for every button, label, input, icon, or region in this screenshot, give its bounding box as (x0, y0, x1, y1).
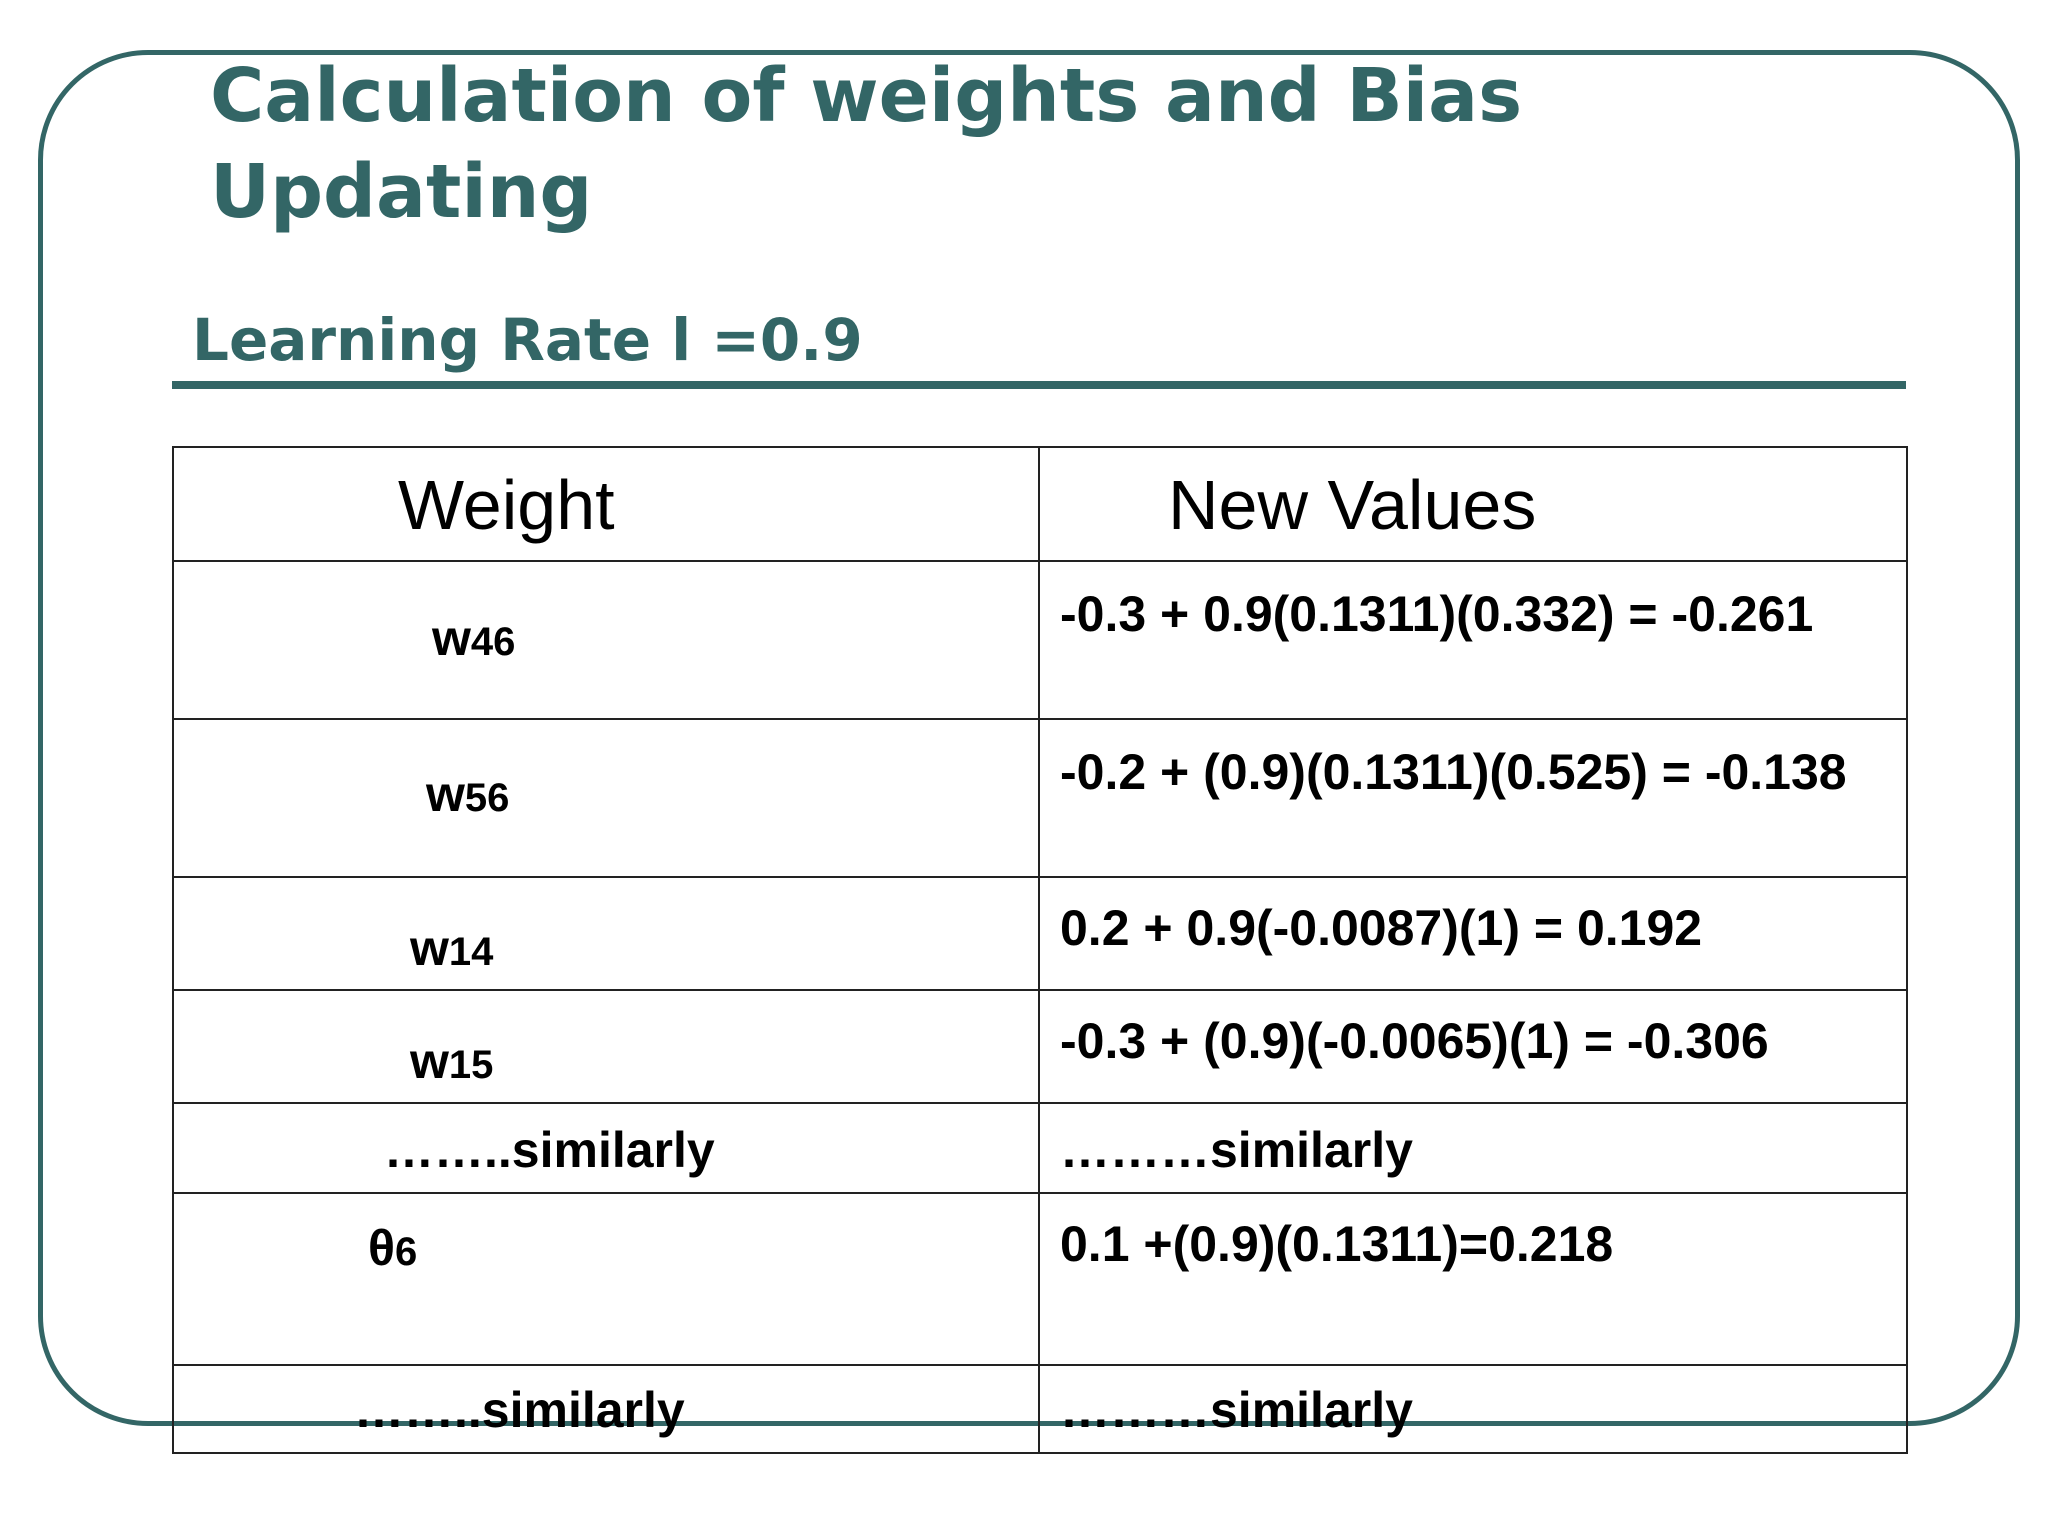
table-row: w56 -0.2 + (0.9)(0.1311)(0.525) = -0.138 (172, 718, 1908, 878)
value-cell: -0.3 + 0.9(0.1311)(0.332) = -0.261 (1038, 560, 1908, 720)
subtitle-underline (172, 381, 1906, 389)
slide-title: Calculation of weights and Bias Updating (210, 53, 1523, 235)
weight-label: ……..similarly (384, 1122, 715, 1178)
weights-table: Weight New Values w46 -0.3 + 0.9(0.1311)… (172, 446, 1908, 1454)
value-cell: ………similarly (1038, 1102, 1908, 1194)
value-cell: ………similarly (1038, 1364, 1908, 1454)
weight-cell: w14 (172, 876, 1040, 991)
weight-label: ……..similarly (354, 1382, 685, 1438)
weight-label: w15 (410, 1033, 494, 1089)
value-cell: -0.2 + (0.9)(0.1311)(0.525) = -0.138 (1038, 718, 1908, 878)
learning-rate-label: Learning Rate l =0.9 (192, 306, 863, 374)
weight-label: θ6 (368, 1220, 418, 1276)
table-row: ……..similarly ………similarly (172, 1102, 1908, 1194)
value-cell: 0.2 + 0.9(-0.0087)(1) = 0.192 (1038, 876, 1908, 991)
weight-cell: w46 (172, 560, 1040, 720)
table-row: ……..similarly ………similarly (172, 1364, 1908, 1454)
weight-label: w14 (410, 920, 494, 976)
weight-cell: w56 (172, 718, 1040, 878)
weight-cell: w15 (172, 989, 1040, 1104)
weight-label: w56 (426, 766, 510, 822)
weight-cell: ……..similarly (172, 1364, 1040, 1454)
weight-cell: θ6 (172, 1192, 1040, 1366)
weight-label: w46 (432, 610, 516, 666)
value-cell: -0.3 + (0.9)(-0.0065)(1) = -0.306 (1038, 989, 1908, 1104)
header-weight: Weight (172, 446, 1040, 562)
table-row: w15 -0.3 + (0.9)(-0.0065)(1) = -0.306 (172, 989, 1908, 1104)
table-row: w46 -0.3 + 0.9(0.1311)(0.332) = -0.261 (172, 560, 1908, 720)
value-cell: 0.1 +(0.9)(0.1311)=0.218 (1038, 1192, 1908, 1366)
header-new-values: New Values (1038, 446, 1908, 562)
table-row: θ6 0.1 +(0.9)(0.1311)=0.218 (172, 1192, 1908, 1366)
table-header-row: Weight New Values (172, 446, 1908, 562)
table-row: w14 0.2 + 0.9(-0.0087)(1) = 0.192 (172, 876, 1908, 991)
weight-cell: ……..similarly (172, 1102, 1040, 1194)
